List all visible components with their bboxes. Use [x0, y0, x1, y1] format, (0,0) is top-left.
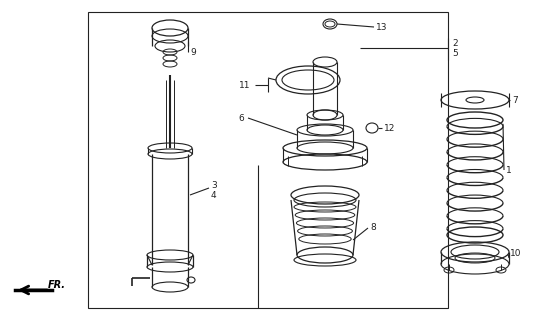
Text: 11: 11 — [239, 81, 250, 90]
Bar — [88, 12, 448, 308]
Text: 7: 7 — [512, 95, 518, 105]
Text: FR.: FR. — [48, 280, 66, 290]
Text: 6: 6 — [238, 114, 244, 123]
Text: 10: 10 — [510, 250, 522, 259]
Text: 3: 3 — [211, 180, 217, 189]
Text: 12: 12 — [384, 124, 395, 132]
Text: 8: 8 — [370, 223, 376, 233]
Text: 1: 1 — [506, 165, 512, 174]
Text: 2: 2 — [452, 38, 458, 47]
Text: 5: 5 — [452, 49, 458, 58]
Text: 9: 9 — [190, 47, 196, 57]
Text: 13: 13 — [376, 22, 387, 31]
Text: 4: 4 — [211, 190, 216, 199]
